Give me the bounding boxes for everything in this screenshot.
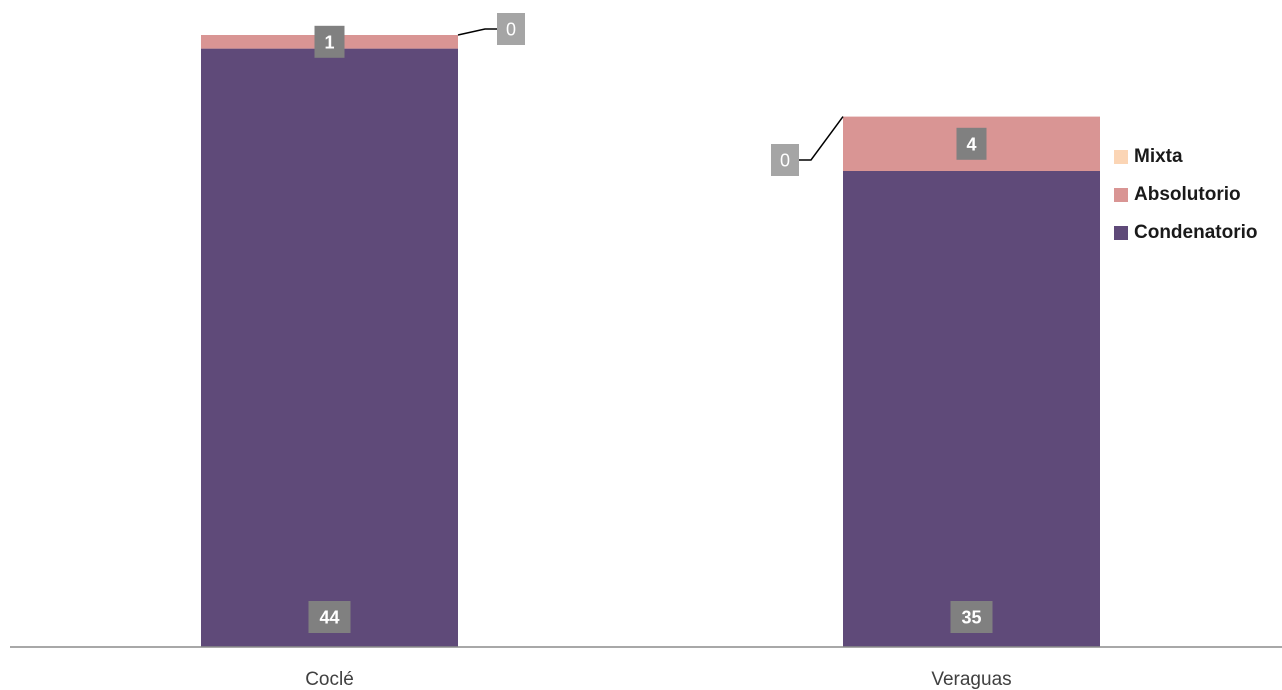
data-label-absolutorio-cocle-box [314, 25, 345, 58]
legend-item-absolutorio: Absolutorio [1114, 176, 1282, 214]
data-label-condenatorio-veraguas-box [950, 601, 993, 633]
data-label-absolutorio-veraguas-text: 4 [966, 134, 976, 154]
data-label-absolutorio-cocle-text: 1 [324, 32, 334, 52]
leader-line-mixta-cocle [457, 28, 497, 36]
category-labels: Coclé Veraguas [305, 669, 1011, 690]
data-label-condenatorio-cocle: 44 [308, 601, 351, 633]
legend-item-mixta: Mixta [1114, 138, 1282, 176]
legend-swatch-mixta [1114, 150, 1128, 164]
data-label-absolutorio-cocle: 1 [314, 25, 345, 58]
leader-line-mixta-veraguas [799, 116, 844, 161]
data-label-mixta-veraguas-text: 0 [780, 151, 790, 171]
legend-item-condenatorio: Condenatorio [1114, 214, 1282, 252]
legend-label-mixta: Mixta [1134, 146, 1183, 167]
bar-condenatorio-cocle [201, 48, 458, 648]
category-label-veraguas: Veraguas [931, 669, 1011, 690]
legend-label-absolutorio: Absolutorio [1134, 184, 1241, 205]
data-label-absolutorio-veraguas-box [956, 127, 987, 160]
legend-label-condenatorio: Condenatorio [1134, 222, 1258, 243]
data-label-mixta-cocle-text: 0 [506, 20, 516, 40]
data-label-condenatorio-veraguas: 35 [950, 601, 993, 633]
data-label-mixta-cocle-box [497, 13, 525, 45]
data-label-mixta-cocle: 0 [497, 13, 525, 45]
bar-condenatorio-veraguas [843, 171, 1100, 647]
category-label-cocle: Coclé [305, 669, 354, 690]
data-label-absolutorio-veraguas: 4 [956, 127, 987, 160]
legend: Mixta Absolutorio Condenatorio [1114, 138, 1282, 252]
data-label-mixta-veraguas: 0 [771, 144, 799, 176]
legend-swatch-absolutorio [1114, 188, 1128, 202]
data-labels-layer: 44 1 0 35 4 0 [308, 13, 993, 633]
data-label-condenatorio-veraguas-text: 35 [961, 608, 981, 628]
legend-swatch-condenatorio [1114, 226, 1128, 240]
data-label-condenatorio-cocle-text: 44 [319, 608, 339, 628]
data-label-condenatorio-cocle-box [308, 601, 351, 633]
bars-layer [201, 35, 1100, 648]
data-label-mixta-veraguas-box [771, 144, 799, 176]
